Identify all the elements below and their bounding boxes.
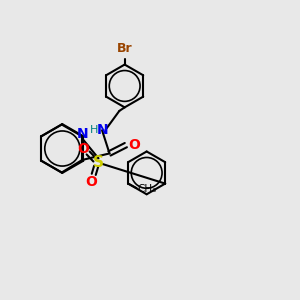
- Text: S: S: [93, 155, 104, 170]
- Text: O: O: [85, 175, 97, 188]
- Text: N: N: [97, 123, 109, 137]
- Text: N: N: [77, 127, 88, 141]
- Text: O: O: [77, 142, 89, 156]
- Text: Br: Br: [117, 42, 133, 55]
- Text: H: H: [90, 125, 98, 135]
- Text: CH₃: CH₃: [138, 184, 157, 194]
- Text: O: O: [128, 137, 140, 152]
